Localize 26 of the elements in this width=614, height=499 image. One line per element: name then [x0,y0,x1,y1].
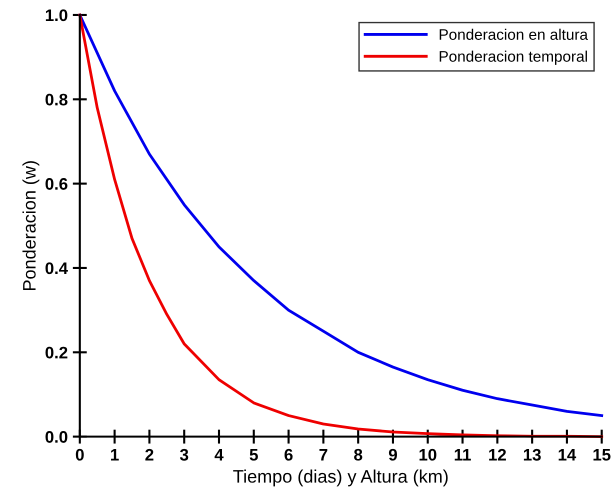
x-tick-label: 13 [524,448,541,461]
x-axis-title: Tiempo (dias) y Altura (km) [233,470,448,486]
y-tick-label: 0.2 [46,346,68,358]
x-tick-label: 8 [354,448,362,461]
y-axis-title: Ponderacion (w) [22,161,40,290]
legend-label: Ponderacion temporal [440,50,587,65]
y-tick-label: 0.0 [46,431,68,443]
x-tick-label: 7 [319,449,328,461]
y-tick-label: 0.8 [46,94,68,106]
x-tick-label: 11 [454,449,471,461]
x-tick-label: 10 [420,448,436,461]
x-tick-label: 14 [558,449,576,461]
x-tick-label: 6 [284,448,293,461]
x-tick-label: 4 [214,449,224,461]
x-tick-label: 1 [111,449,119,461]
legend-label: Ponderacion en altura [440,28,588,40]
x-tick-label: 12 [489,448,506,461]
x-tick-label: 3 [180,448,188,461]
x-tick-label: 0 [76,448,84,461]
x-tick-label: 15 [594,449,611,461]
x-tick-label: 9 [388,448,397,461]
y-tick-label: 0.6 [46,178,68,190]
x-tick-label: 5 [250,449,258,461]
x-tick-label: 2 [145,448,154,461]
y-tick-label: 1.0 [46,9,68,22]
y-tick-label: 0.4 [46,262,68,274]
